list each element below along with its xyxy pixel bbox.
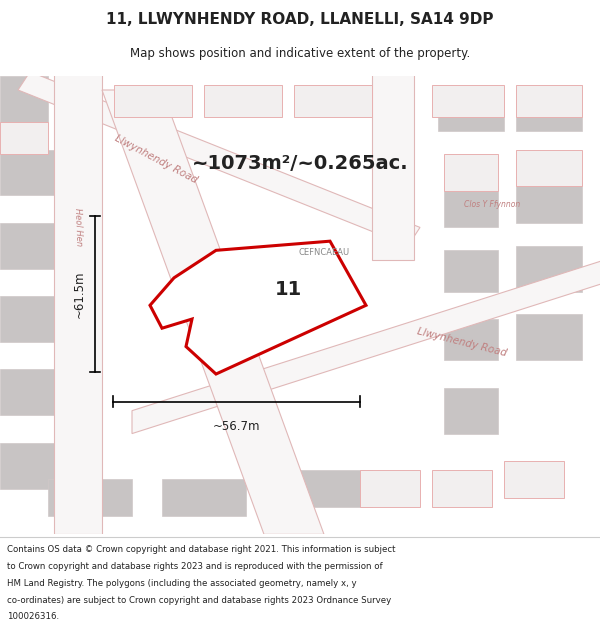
Text: ~56.7m: ~56.7m (212, 420, 260, 433)
Polygon shape (114, 86, 192, 118)
Polygon shape (432, 470, 492, 507)
Polygon shape (18, 72, 420, 246)
Polygon shape (204, 86, 282, 118)
Text: co-ordinates) are subject to Crown copyright and database rights 2023 Ordnance S: co-ordinates) are subject to Crown copyr… (7, 596, 391, 604)
Polygon shape (372, 72, 414, 259)
Text: ~1073m²/~0.265ac.: ~1073m²/~0.265ac. (191, 154, 409, 173)
Polygon shape (444, 251, 498, 292)
Polygon shape (0, 149, 60, 196)
Text: 11, LLWYNHENDY ROAD, LLANELLI, SA14 9DP: 11, LLWYNHENDY ROAD, LLANELLI, SA14 9DP (106, 11, 494, 26)
Polygon shape (504, 461, 564, 498)
Polygon shape (102, 90, 324, 534)
Polygon shape (444, 154, 498, 191)
Polygon shape (444, 319, 498, 360)
Polygon shape (516, 177, 582, 223)
Polygon shape (516, 86, 582, 118)
Polygon shape (300, 470, 372, 507)
Text: 11: 11 (274, 280, 302, 299)
Polygon shape (444, 186, 498, 228)
Polygon shape (0, 122, 48, 154)
Text: Heol Hen: Heol Hen (73, 208, 83, 247)
Polygon shape (360, 470, 420, 507)
Polygon shape (516, 314, 582, 360)
Polygon shape (48, 479, 132, 516)
Text: CEFNCAEAU: CEFNCAEAU (298, 248, 350, 257)
Text: ~61.5m: ~61.5m (73, 270, 86, 318)
Polygon shape (150, 241, 366, 374)
Polygon shape (0, 296, 60, 342)
Polygon shape (162, 479, 246, 516)
Polygon shape (294, 86, 372, 118)
Polygon shape (0, 442, 60, 489)
Text: Clos Y Ffynnon: Clos Y Ffynnon (464, 200, 520, 209)
Polygon shape (516, 246, 582, 292)
Text: Map shows position and indicative extent of the property.: Map shows position and indicative extent… (130, 47, 470, 60)
Text: Llwynhendy Road: Llwynhendy Road (233, 286, 283, 343)
Polygon shape (0, 76, 48, 122)
Polygon shape (132, 259, 600, 434)
Polygon shape (54, 72, 102, 534)
Polygon shape (516, 90, 582, 131)
Polygon shape (0, 223, 60, 269)
Text: Contains OS data © Crown copyright and database right 2021. This information is : Contains OS data © Crown copyright and d… (7, 545, 396, 554)
Polygon shape (516, 149, 582, 186)
Polygon shape (438, 90, 504, 131)
Text: HM Land Registry. The polygons (including the associated geometry, namely x, y: HM Land Registry. The polygons (includin… (7, 579, 357, 587)
Text: 100026316.: 100026316. (7, 612, 59, 621)
Text: Llwynhendy Road: Llwynhendy Road (416, 326, 508, 358)
Polygon shape (0, 369, 60, 415)
Polygon shape (432, 86, 504, 118)
Polygon shape (444, 388, 498, 434)
Text: to Crown copyright and database rights 2023 and is reproduced with the permissio: to Crown copyright and database rights 2… (7, 562, 383, 571)
Text: Llwynhendy Road: Llwynhendy Road (113, 132, 199, 185)
